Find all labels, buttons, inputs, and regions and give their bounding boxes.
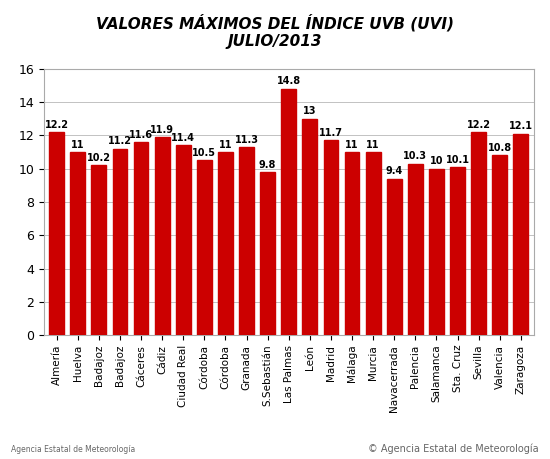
Bar [218, 152, 233, 335]
Bar [176, 146, 191, 335]
Bar [387, 179, 402, 335]
Bar [323, 140, 338, 335]
Text: 11: 11 [345, 140, 359, 150]
Text: 14.8: 14.8 [277, 76, 301, 86]
Text: 12.2: 12.2 [466, 120, 491, 129]
Text: 11.9: 11.9 [150, 124, 174, 134]
Bar [134, 142, 149, 335]
Text: 11.4: 11.4 [171, 133, 195, 143]
Text: 9.4: 9.4 [386, 166, 403, 176]
Text: 11.6: 11.6 [129, 129, 153, 140]
Bar [450, 167, 465, 335]
Text: 13: 13 [303, 106, 317, 116]
Bar [91, 165, 106, 335]
Text: 11.7: 11.7 [319, 128, 343, 138]
Text: 12.1: 12.1 [509, 121, 533, 131]
Bar [471, 132, 486, 335]
Text: 9.8: 9.8 [259, 160, 276, 169]
Bar [492, 155, 507, 335]
Text: 11: 11 [219, 140, 232, 150]
Bar [408, 164, 423, 335]
Text: Agencia Estatal de Meteorología: Agencia Estatal de Meteorología [11, 445, 135, 454]
Bar [366, 152, 381, 335]
Bar [197, 160, 212, 335]
Bar [260, 172, 275, 335]
Text: 10: 10 [430, 156, 443, 166]
Bar [155, 137, 169, 335]
Bar [70, 152, 85, 335]
Text: 10.1: 10.1 [446, 155, 470, 164]
Bar [302, 119, 317, 335]
Text: 10.3: 10.3 [403, 151, 427, 161]
Text: 12.2: 12.2 [45, 120, 69, 129]
Text: 11.3: 11.3 [234, 134, 258, 145]
Bar [113, 149, 128, 335]
Text: 11: 11 [366, 140, 380, 150]
Bar [514, 134, 528, 335]
Text: © Agencia Estatal de Meteorología: © Agencia Estatal de Meteorología [368, 444, 539, 454]
Text: 11.2: 11.2 [108, 136, 132, 146]
Bar [282, 89, 296, 335]
Text: 10.8: 10.8 [488, 143, 512, 153]
Text: 10.5: 10.5 [192, 148, 216, 158]
Bar [345, 152, 360, 335]
Bar [429, 168, 444, 335]
Text: VALORES MÁXIMOS DEL ÍNDICE UVB (UVI)
JULIO/2013: VALORES MÁXIMOS DEL ÍNDICE UVB (UVI) JUL… [96, 14, 454, 49]
Text: 10.2: 10.2 [87, 153, 111, 163]
Bar [50, 132, 64, 335]
Bar [239, 147, 254, 335]
Text: 11: 11 [71, 140, 85, 150]
